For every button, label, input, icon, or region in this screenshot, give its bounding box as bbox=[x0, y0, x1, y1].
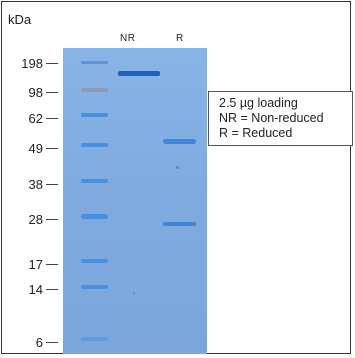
ladder-band bbox=[81, 214, 108, 219]
gel-speck bbox=[176, 166, 179, 169]
ladder-band bbox=[81, 88, 108, 92]
ladder-band bbox=[81, 61, 108, 64]
lane-label-nr: NR bbox=[120, 33, 136, 44]
ladder-band bbox=[81, 179, 108, 183]
lane-label-r: R bbox=[176, 33, 184, 44]
r-lane-light-chain-band bbox=[163, 222, 196, 226]
legend-r-text: R = Reduced bbox=[219, 126, 293, 140]
ladder-band bbox=[81, 113, 108, 117]
marker-label-38: 38 bbox=[2, 177, 64, 192]
marker-label-17: 17 bbox=[2, 257, 64, 272]
marker-label-14: 14 bbox=[2, 282, 64, 297]
legend-box: 2.5 µg loading NR = Non-reduced R = Redu… bbox=[208, 91, 353, 146]
figure-frame: kDa NR R 198 98 62 49 38 28 17 14 6 bbox=[1, 1, 353, 354]
ladder-band bbox=[81, 337, 108, 341]
ladder-band bbox=[81, 143, 108, 147]
marker-label-198: 198 bbox=[2, 56, 64, 71]
ladder-band bbox=[81, 285, 108, 289]
legend-nr-text: NR = Non-reduced bbox=[219, 111, 324, 125]
gel-speck bbox=[133, 292, 135, 294]
marker-label-6: 6 bbox=[2, 335, 64, 350]
marker-label-28: 28 bbox=[2, 212, 64, 227]
nr-lane-band bbox=[118, 71, 160, 76]
marker-label-49: 49 bbox=[2, 141, 64, 156]
marker-label-62: 62 bbox=[2, 111, 64, 126]
gel-image bbox=[63, 48, 207, 354]
legend-loading-text: 2.5 µg loading bbox=[219, 96, 298, 110]
r-lane-heavy-chain-band bbox=[163, 139, 196, 144]
ladder-band bbox=[81, 259, 108, 263]
marker-label-98: 98 bbox=[2, 85, 64, 100]
kda-unit-label: kDa bbox=[8, 12, 32, 27]
